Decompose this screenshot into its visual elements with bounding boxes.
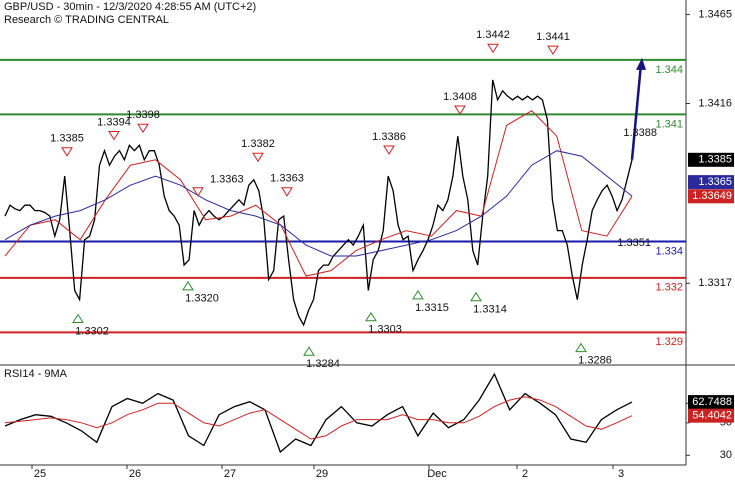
value-box-label: 62.7488 (692, 396, 732, 408)
low-marker (412, 289, 424, 300)
series-line (4, 79, 633, 327)
series-line (4, 372, 633, 454)
value-box (688, 189, 734, 204)
low-label: 1.3286 (578, 354, 612, 366)
value-box-label: 54.4042 (692, 410, 732, 422)
x-tick-label: 29 (316, 468, 328, 480)
high-label: 1.3386 (372, 131, 406, 143)
level-label: 1.334 (655, 245, 683, 257)
level-label: 1.341 (655, 118, 683, 130)
series-line (4, 396, 633, 440)
low-label: 1.3303 (368, 324, 402, 336)
rsi-title: RSI14 - 9MA (4, 368, 68, 380)
x-tick-label: 2 (522, 468, 528, 480)
series-line (4, 110, 633, 277)
low-marker (72, 313, 84, 324)
high-label: 1.3363 (270, 173, 304, 185)
chart-title: GBP/USD - 30min - 12/3/2020 4:28:55 AM (… (4, 1, 256, 13)
chart-subtitle: Research © TRADING CENTRAL (4, 14, 169, 26)
low-marker (470, 291, 482, 302)
value-box-label: 1.33649 (692, 190, 732, 202)
low-label: 1.3302 (75, 325, 109, 337)
low-label: 1.3315 (415, 302, 449, 314)
high-marker (61, 147, 73, 157)
low-label: 1.3314 (473, 304, 507, 316)
low-marker (365, 311, 377, 322)
high-label: 1.3408 (443, 91, 477, 103)
value-box-label: 1.3365 (698, 176, 732, 188)
note-label: 1.3388 (623, 127, 657, 139)
value-box (688, 152, 734, 167)
high-marker (137, 123, 149, 134)
note-label: 1.3351 (617, 237, 651, 249)
high-label: 1.3441 (536, 31, 570, 43)
level-label: 1.344 (655, 64, 683, 76)
level-label: 1.332 (655, 282, 683, 294)
high-marker (281, 187, 293, 197)
y-tick-label: 1.3465 (698, 8, 732, 20)
arrow-head (636, 57, 646, 70)
high-marker (454, 105, 466, 115)
high-label: 1.3363 (210, 174, 244, 186)
y-tick-label: 30 (720, 449, 732, 461)
series-line (4, 150, 633, 257)
high-marker (487, 43, 499, 54)
high-marker (192, 187, 204, 197)
x-tick-label: 25 (34, 468, 46, 480)
low-label: 1.3284 (306, 358, 340, 370)
low-marker (575, 342, 587, 353)
value-box (688, 175, 734, 190)
y-tick-label: 1.3317 (698, 277, 732, 289)
projection-arrow (630, 63, 643, 160)
high-marker (547, 45, 559, 56)
value-box-label: 1.3385 (698, 154, 732, 166)
high-label: 1.3382 (241, 138, 275, 150)
value-box (688, 395, 734, 410)
high-label: 1.3385 (50, 133, 84, 145)
low-label: 1.3320 (185, 293, 219, 305)
high-marker (108, 130, 120, 141)
x-tick-label: 3 (618, 468, 624, 480)
x-tick-label: 26 (129, 468, 141, 480)
high-label: 1.3398 (126, 109, 160, 121)
high-marker (383, 145, 395, 155)
low-marker (303, 346, 315, 356)
low-marker (182, 280, 194, 291)
level-label: 1.329 (655, 336, 683, 348)
x-tick-label: Dec (427, 468, 447, 480)
high-marker (252, 152, 264, 163)
high-label: 1.3394 (97, 116, 131, 128)
y-tick-label: 1.3416 (698, 97, 732, 109)
high-label: 1.3442 (476, 29, 510, 41)
value-box (688, 408, 734, 423)
x-tick-label: 27 (224, 468, 236, 480)
